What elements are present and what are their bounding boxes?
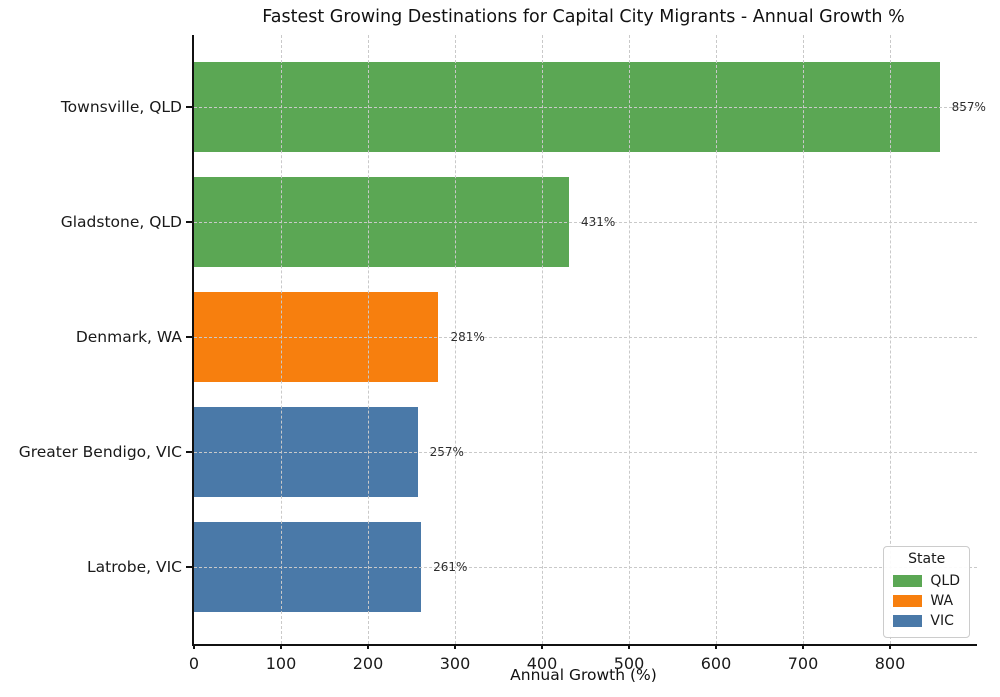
y-tick-label: Townsville, QLD [60, 98, 182, 116]
x-gridline [281, 35, 282, 644]
legend-label: WA [930, 593, 954, 609]
x-tick-mark [715, 644, 717, 649]
bar-value-label: 281% [450, 330, 485, 344]
x-tick-mark [889, 644, 891, 649]
y-tick-label: Greater Bendigo, VIC [18, 443, 182, 461]
legend-label: QLD [930, 573, 960, 589]
x-tick-label: 100 [265, 654, 297, 673]
x-gridline [542, 35, 543, 644]
plot-area: 0 100 200 300 400 500 600 700 800 857% 431% 281% 257… [186, 35, 986, 673]
y-tick-mark [186, 451, 192, 453]
x-tick-label: 700 [787, 654, 819, 673]
x-gridline [455, 35, 456, 644]
x-tick-mark [541, 644, 543, 649]
legend-swatch-icon [893, 595, 923, 607]
x-gridline [803, 35, 804, 644]
bar-value-label: 257% [429, 445, 464, 459]
x-tick-label: 600 [700, 654, 732, 673]
legend-item-vic: VIC [893, 611, 960, 631]
x-tick-label: 500 [613, 654, 645, 673]
x-tick-mark [628, 644, 630, 649]
y-gridline [194, 337, 977, 338]
chart-title: Fastest Growing Destinations for Capital… [262, 7, 905, 27]
legend-item-qld: QLD [893, 571, 960, 591]
bar-value-label: 431% [580, 215, 616, 229]
y-tick-mark [186, 106, 192, 108]
x-gridline [368, 35, 369, 644]
bar-value-label: 261% [433, 560, 468, 574]
x-tick-mark [454, 644, 456, 649]
x-tick-label: 400 [526, 654, 558, 673]
x-gridline [890, 35, 891, 644]
y-tick-label: Latrobe, VIC [87, 558, 182, 576]
x-gridline [629, 35, 630, 644]
x-tick-label: 300 [439, 654, 471, 673]
legend-title: State [908, 551, 946, 567]
legend-label: VIC [930, 613, 954, 629]
x-tick-mark [193, 644, 195, 649]
x-tick-mark [367, 644, 369, 649]
x-tick-label: 200 [352, 654, 384, 673]
y-tick-mark [186, 566, 192, 568]
x-axis-label: Annual Growth (%) [510, 666, 657, 684]
y-gridline [194, 452, 977, 453]
y-tick-label: Gladstone, QLD [60, 213, 182, 231]
x-tick-mark [802, 644, 804, 649]
legend-item-wa: WA [893, 591, 960, 611]
y-tick-mark [186, 221, 192, 223]
x-tick-mark [280, 644, 282, 649]
y-tick-mark [186, 336, 192, 338]
x-tick-label: 800 [874, 654, 906, 673]
y-gridline [194, 222, 977, 223]
legend-items: QLD WA VIC [893, 571, 960, 631]
x-tick-label: 0 [188, 654, 200, 673]
y-gridline [194, 567, 977, 568]
legend-swatch-icon [893, 575, 923, 587]
y-tick-label: Denmark, WA [75, 328, 182, 346]
y-gridline [194, 107, 977, 108]
legend: State QLD WA VIC [883, 546, 970, 638]
legend-swatch-icon [893, 615, 923, 627]
bar-value-label: 857% [951, 100, 986, 114]
x-gridline [716, 35, 717, 644]
